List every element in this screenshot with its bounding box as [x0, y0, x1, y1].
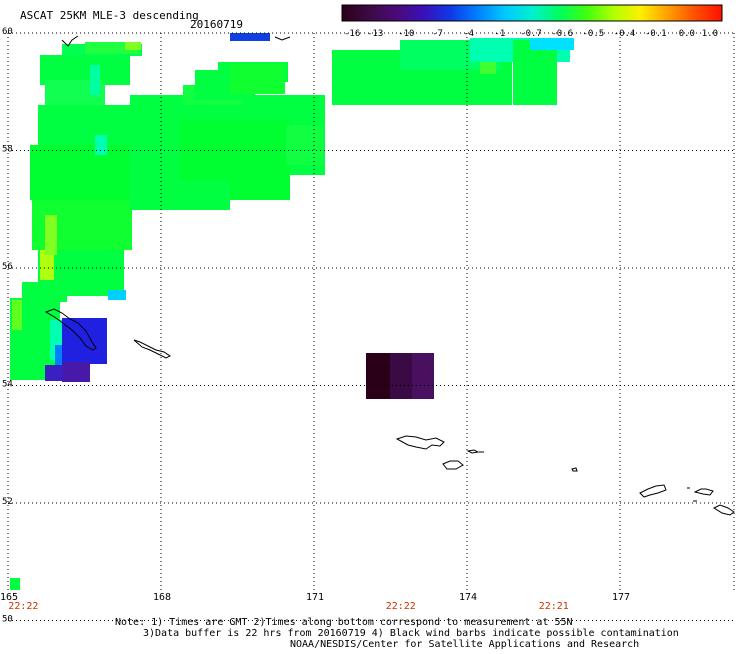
- colorbar-label-5: -1: [494, 29, 505, 39]
- swath-cell-29: [160, 180, 230, 210]
- coastline-semichi-islands: [466, 449, 480, 454]
- swath-cell-19: [62, 318, 107, 364]
- coastline-commander-island-medny: [133, 339, 171, 359]
- swath-cell-30: [286, 125, 323, 165]
- coastline-rat-islands-small-2: [693, 488, 714, 496]
- lon-label-171: 171: [306, 592, 324, 603]
- colorbar-label-11: 0.0: [679, 29, 695, 39]
- lon-label-174: 174: [459, 592, 477, 603]
- colorbar-label-1: -13: [367, 29, 383, 39]
- footnote-credit: NOAA/NESDIS/Center for Satellite Applica…: [290, 639, 640, 650]
- swath-cell-10: [45, 215, 57, 255]
- lat-label-58: 58: [2, 145, 13, 155]
- pass-time-1: 22:22: [385, 601, 416, 612]
- coastline-kamchatka-cape: [274, 36, 291, 41]
- coastline-buldir-island: [571, 467, 578, 472]
- lat-label-56: 56: [2, 262, 13, 272]
- swath-cell-31: [230, 33, 270, 41]
- lat-label-54: 54: [2, 380, 13, 390]
- colorbar-label-0: -16: [344, 29, 360, 39]
- map-title: ASCAT 25KM MLE-3 descending: [20, 9, 199, 22]
- pass-time-0: 22:22: [8, 601, 39, 612]
- lat-label-52: 52: [2, 497, 13, 507]
- lat-label-50: 50: [2, 615, 13, 625]
- coastline-rat-islands-kiska: [639, 484, 667, 498]
- lon-label-165: 165: [0, 592, 18, 603]
- swath-cell-2: [125, 42, 141, 50]
- coastline-kamchatka: [61, 35, 79, 47]
- swath-cell-21: [45, 365, 63, 381]
- swath-cell-16: [12, 300, 22, 330]
- swath-cell-35: [513, 40, 557, 105]
- colorbar-label-6: -0.7: [520, 29, 542, 39]
- swath-cell-39: [390, 353, 412, 399]
- colorbar-label-10: -0.1: [645, 29, 667, 39]
- lon-label-177: 177: [612, 592, 630, 603]
- coastline-commander-island-bering: [44, 308, 97, 351]
- swath-cell-13: [108, 290, 126, 300]
- swath-cell-38: [366, 353, 390, 399]
- map-date: 20160719: [190, 18, 243, 31]
- swath-cell-20: [62, 362, 90, 382]
- colorbar-label-12: 1.0: [702, 29, 718, 39]
- swath-cell-6: [30, 145, 145, 200]
- ascat-swath-data: [10, 33, 574, 590]
- pass-time-2: 22:21: [538, 601, 569, 612]
- colorbar-label-4: -4: [463, 29, 474, 39]
- axis-labels: 60 58 56 54 52 50 165 168 171 174 177: [0, 27, 630, 625]
- footnote-line-2: 3)Data buffer is 22 hrs from 20160719 4)…: [143, 628, 679, 639]
- colorbar-label-7: -0.6: [551, 29, 573, 39]
- swath-cell-36: [530, 38, 574, 50]
- colorbar-label-8: -0.5: [582, 29, 604, 39]
- swath-cell-12: [90, 65, 100, 95]
- coastline-near-islands-attu: [395, 435, 445, 450]
- swath-cell-41: [10, 578, 20, 590]
- coastline-near-islands-agattu: [442, 460, 464, 470]
- colorbar: -16 -13 -10 -7 -4 -1 -0.7 -0.6 -0.5 -0.4 -0.1 0.0 1.…: [341, 4, 723, 39]
- swath-cell-5: [38, 105, 138, 145]
- swath-cell-11: [95, 135, 107, 155]
- swath-cell-26: [230, 64, 285, 94]
- colorbar-label-3: -7: [432, 29, 443, 39]
- colorbar-label-2: -10: [398, 29, 414, 39]
- swath-cell-9: [40, 250, 54, 280]
- coastlines: [44, 35, 735, 516]
- footnote-line-1: Note: 1) Times are GMT 2)Times along bot…: [115, 617, 573, 628]
- lon-label-168: 168: [153, 592, 171, 603]
- lat-label-60: 60: [2, 27, 13, 37]
- swath-cell-14: [22, 282, 67, 302]
- swath-cell-40: [412, 353, 434, 399]
- colorbar-gradient: [341, 4, 723, 22]
- lat-lon-grid: [7, 32, 735, 621]
- swath-cell-37: [480, 62, 496, 74]
- coastline-rat-islands-amchitka: [712, 504, 735, 516]
- colorbar-label-9: -0.4: [614, 29, 636, 39]
